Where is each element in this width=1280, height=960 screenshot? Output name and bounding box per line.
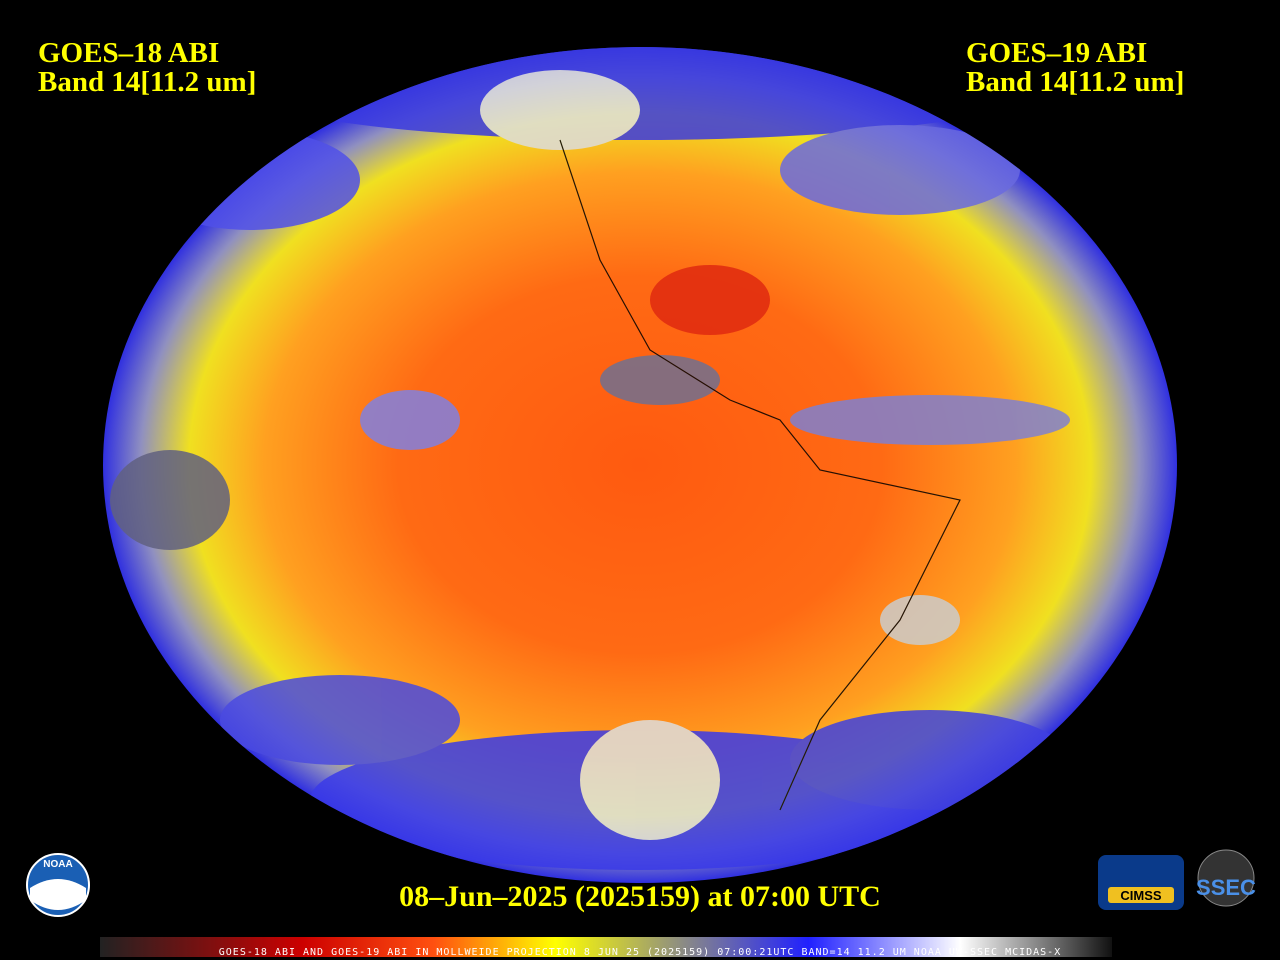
left-title: GOES–18 ABI bbox=[38, 37, 219, 69]
right-subtitle: Band 14[11.2 um] bbox=[966, 66, 1184, 98]
right-title: GOES–19 ABI bbox=[966, 37, 1147, 69]
noaa-text: NOAA bbox=[43, 859, 72, 870]
cimss-text: CIMSS bbox=[1120, 888, 1162, 903]
noaa-logo: NOAA bbox=[26, 853, 90, 917]
left-subtitle: Band 14[11.2 um] bbox=[38, 66, 256, 98]
banner-text: GOES-18 ABI AND GOES-19 ABI IN MOLLWEIDE… bbox=[219, 947, 1061, 958]
ssec-logo: SSEC bbox=[1196, 849, 1256, 907]
color-bar bbox=[100, 937, 1112, 957]
timestamp: 08–Jun–2025 (2025159) at 07:00 UTC bbox=[399, 880, 881, 913]
cimss-logo: CIMSS bbox=[1098, 855, 1184, 910]
earth-disk bbox=[103, 47, 1177, 883]
ssec-text: SSEC bbox=[1196, 875, 1256, 900]
